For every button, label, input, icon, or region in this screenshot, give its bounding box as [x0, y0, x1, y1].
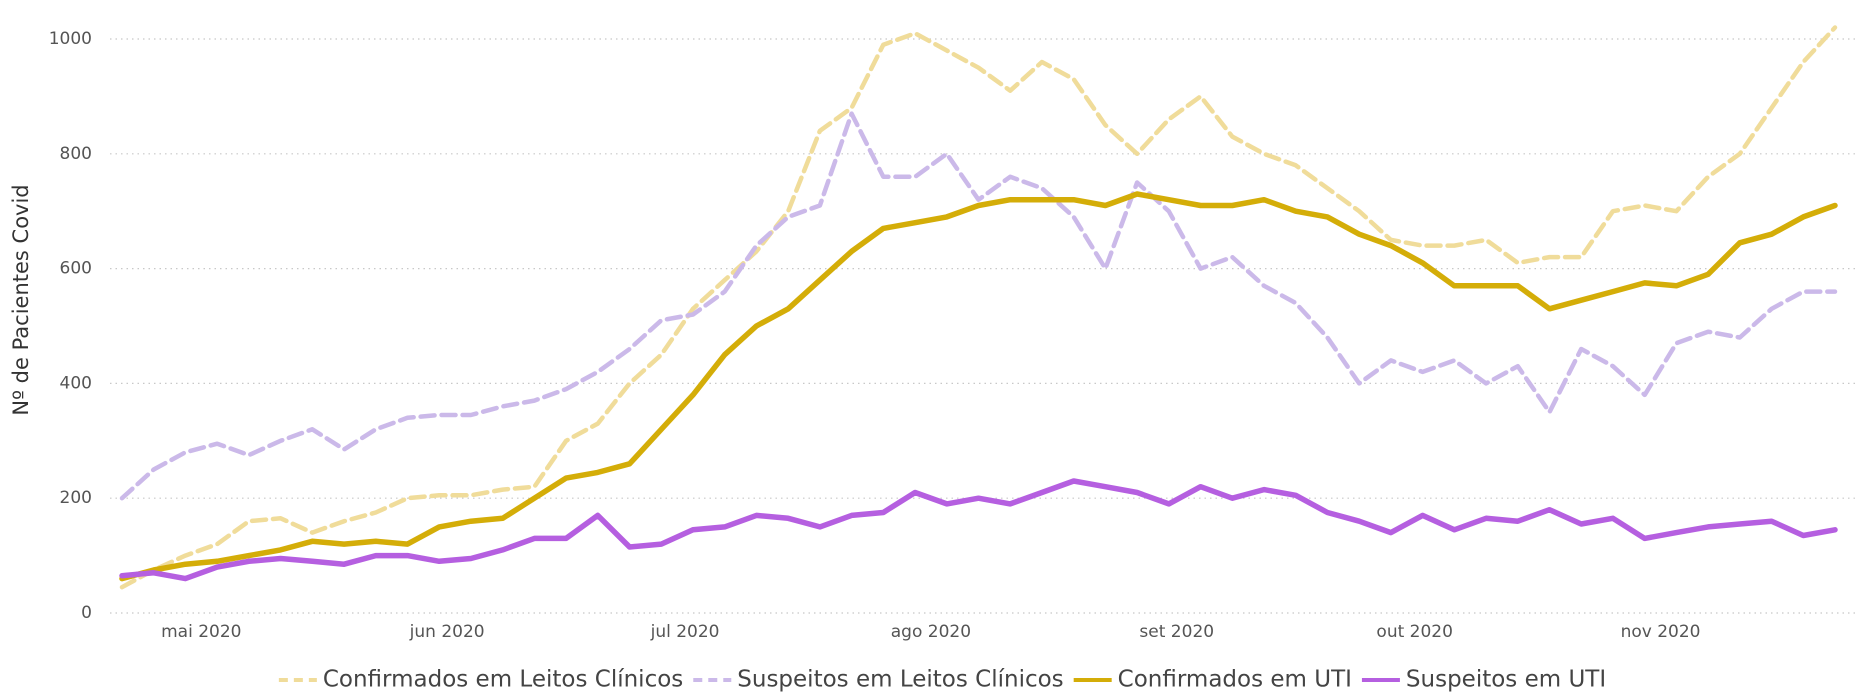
legend-label: Suspeitos em Leitos Clínicos	[737, 667, 1063, 692]
x-tick-label: mai 2020	[161, 622, 241, 642]
x-tick-label: jun 2020	[409, 622, 485, 642]
y-tick-label: 800	[60, 144, 92, 164]
legend-label: Confirmados em UTI	[1118, 667, 1352, 692]
y-tick-label: 400	[60, 373, 92, 393]
y-tick-label: 200	[60, 488, 92, 508]
x-tick-label: jul 2020	[650, 622, 720, 642]
series-line	[119, 25, 1838, 590]
x-tick-label: set 2020	[1139, 622, 1214, 642]
series-line	[119, 191, 1838, 582]
series-line	[119, 111, 1838, 501]
x-tick-label: out 2020	[1376, 622, 1453, 642]
y-tick-label: 0	[81, 603, 92, 623]
x-tick-label: nov 2020	[1621, 622, 1701, 642]
y-tick-label: 1000	[49, 29, 92, 49]
series-line	[119, 478, 1838, 582]
y-tick-label: 600	[60, 259, 92, 279]
x-tick-label: ago 2020	[891, 622, 971, 642]
legend-label: Confirmados em Leitos Clínicos	[323, 667, 683, 692]
y-axis-title: Nº de Pacientes Covid	[9, 184, 33, 415]
legend-label: Suspeitos em UTI	[1406, 667, 1606, 692]
